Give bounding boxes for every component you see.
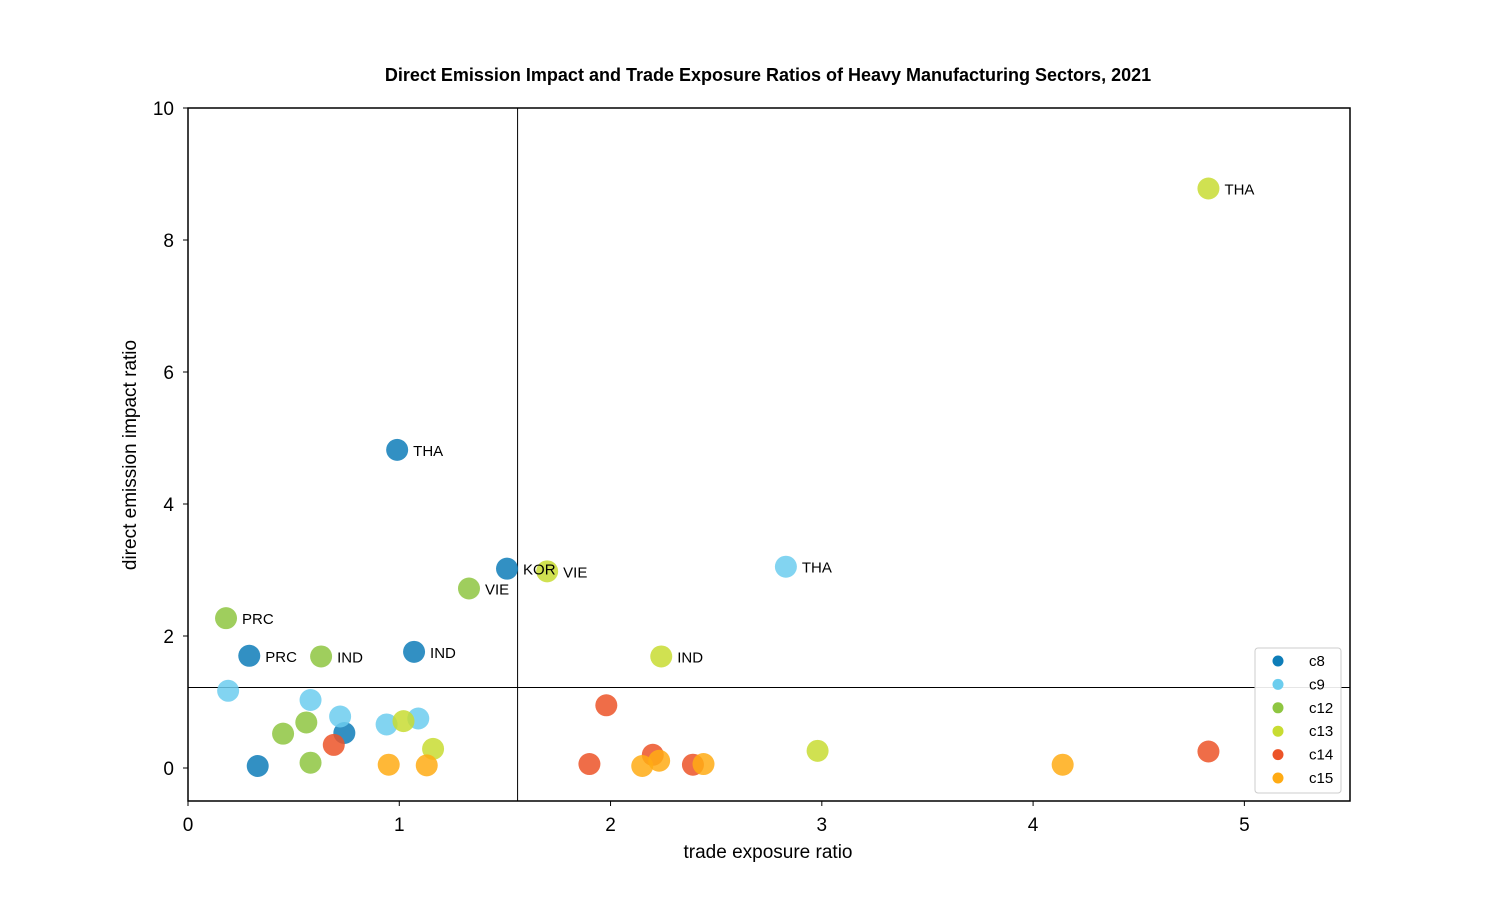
y-tick-label: 2 — [163, 627, 174, 648]
data-point-c12 — [295, 711, 318, 734]
data-points — [215, 177, 1220, 778]
legend-label: c9 — [1309, 676, 1325, 693]
x-axis: 0 1 2 3 4 5 — [183, 801, 1250, 836]
data-point-c13 — [806, 739, 829, 762]
x-tick-label: 2 — [605, 815, 616, 836]
data-point-c8 — [403, 640, 426, 663]
data-point-c9 — [329, 705, 352, 728]
x-tick-label: 0 — [183, 815, 194, 836]
y-tick-label: 8 — [163, 231, 174, 252]
y-tick-label: 10 — [153, 99, 174, 120]
x-tick-label: 5 — [1239, 815, 1250, 836]
data-point-c15 — [631, 755, 654, 778]
data-point-c13 — [422, 737, 445, 760]
y-axis: 0 2 4 6 8 10 — [153, 99, 188, 780]
point-label: THA — [802, 560, 832, 577]
point-label: THA — [1224, 182, 1254, 199]
data-point-c12 — [215, 607, 238, 630]
legend-label: c8 — [1309, 653, 1325, 670]
reference-lines — [188, 108, 1350, 801]
data-point-c14 — [1197, 740, 1220, 763]
legend-label: c15 — [1309, 770, 1333, 787]
chart-title: Direct Emission Impact and Trade Exposur… — [385, 65, 1151, 85]
point-label: VIE — [563, 564, 587, 581]
legend-label: c12 — [1309, 700, 1333, 717]
plot-area — [188, 108, 1350, 801]
point-label: VIE — [485, 581, 509, 598]
y-tick-label: 4 — [163, 495, 174, 516]
data-point-c9 — [299, 689, 322, 712]
data-point-c12 — [457, 577, 480, 600]
point-label: PRC — [242, 611, 274, 628]
legend-label: c14 — [1309, 747, 1333, 764]
legend-marker-c8 — [1272, 655, 1284, 667]
x-tick-label: 1 — [394, 815, 405, 836]
data-point-c12 — [310, 645, 333, 668]
data-point-c15 — [377, 753, 400, 776]
data-point-c14 — [322, 733, 345, 756]
data-point-c15 — [415, 754, 438, 777]
data-point-c13 — [1197, 177, 1220, 200]
point-label: KOR — [523, 562, 556, 579]
data-point-c8 — [496, 557, 519, 580]
data-point-c12 — [299, 751, 322, 774]
data-point-c14 — [595, 694, 618, 717]
data-point-c15 — [648, 749, 671, 772]
data-point-c9 — [375, 713, 398, 736]
point-label: IND — [430, 645, 456, 662]
y-tick-label: 0 — [163, 759, 174, 780]
point-label: PRC — [265, 649, 297, 666]
data-point-c8 — [386, 438, 409, 461]
data-point-c8 — [238, 644, 261, 667]
x-axis-label: trade exposure ratio — [684, 842, 853, 863]
point-label: THA — [413, 443, 443, 460]
plot-frame — [187, 107, 1351, 802]
data-point-c15 — [1051, 753, 1074, 776]
data-point-c14 — [578, 753, 601, 776]
data-point-c9 — [774, 555, 797, 578]
legend-marker-c15 — [1272, 772, 1284, 784]
data-point-c13 — [650, 645, 673, 668]
legend-marker-c13 — [1272, 725, 1284, 737]
data-point-c13 — [536, 560, 559, 583]
legend-marker-c12 — [1272, 702, 1284, 714]
point-label: IND — [677, 649, 703, 666]
legend: c8 c9 c12 c13 c14 c15 — [1254, 647, 1342, 794]
data-point-c8 — [246, 755, 269, 778]
y-axis-label: direct emission impact ratio — [120, 340, 141, 570]
legend-marker-c14 — [1272, 749, 1284, 761]
data-point-c9 — [217, 679, 240, 702]
point-label: IND — [337, 649, 363, 666]
y-tick-label: 6 — [163, 363, 174, 384]
data-point-c13 — [392, 710, 415, 733]
legend-label: c13 — [1309, 723, 1333, 740]
x-tick-label: 3 — [817, 815, 828, 836]
data-point-c12 — [272, 722, 295, 745]
legend-marker-c9 — [1272, 678, 1284, 690]
x-tick-label: 4 — [1028, 815, 1039, 836]
data-point-c15 — [692, 753, 715, 776]
point-labels: PRC THA IND KOR THA PRC IND VIE VIE IND THA — [242, 182, 1254, 667]
